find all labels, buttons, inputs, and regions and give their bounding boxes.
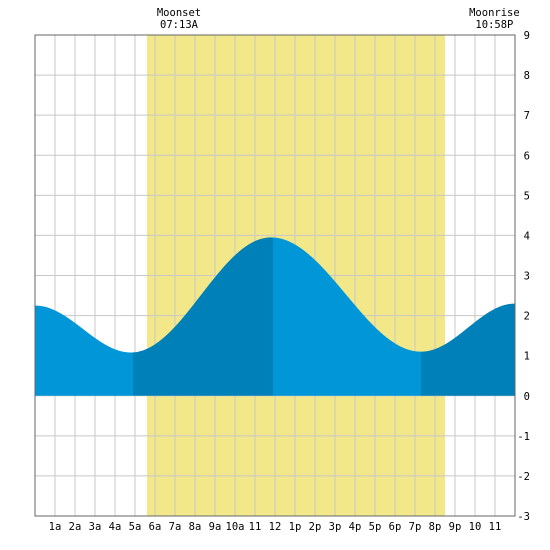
tide-area-rising: [421, 303, 515, 396]
x-tick-label: 5a: [129, 521, 142, 533]
x-tick-label: 2p: [309, 521, 322, 533]
x-tick-label: 8a: [189, 521, 202, 533]
y-tick-label: -2: [517, 471, 530, 483]
x-tick-label: 11: [489, 521, 502, 533]
y-tick-label: 9: [524, 30, 530, 42]
y-tick-label: -1: [517, 431, 530, 443]
y-tick-label: 2: [524, 311, 530, 323]
x-tick-label: 1a: [49, 521, 62, 533]
y-tick-label: 5: [524, 190, 530, 202]
moon-event-title: Moonrise: [469, 7, 520, 19]
x-tick-label: 1p: [289, 521, 302, 533]
y-tick-label: 4: [524, 230, 530, 242]
y-tick-label: -3: [517, 511, 530, 523]
x-tick-label: 6a: [149, 521, 162, 533]
moon-event-title: Moonset: [157, 7, 201, 19]
x-tick-label: 9a: [209, 521, 222, 533]
y-tick-label: 0: [524, 391, 530, 403]
tide-area-falling: [273, 237, 421, 396]
x-tick-label: 6p: [389, 521, 402, 533]
x-tick-label: 3a: [89, 521, 102, 533]
plot-frame: [34, 34, 516, 517]
y-tick-label: 7: [524, 110, 530, 122]
y-tick-label: 3: [524, 271, 530, 283]
moon-event-time: 10:58P: [475, 19, 513, 31]
x-tick-label: 11: [249, 521, 262, 533]
x-tick-label: 2a: [69, 521, 82, 533]
x-tick-label: 4p: [349, 521, 362, 533]
x-tick-label: 5p: [369, 521, 382, 533]
tide-area-falling: [35, 305, 133, 396]
x-tick-label: 10a: [226, 521, 245, 533]
y-tick-label: 6: [524, 150, 530, 162]
tide-area-rising: [133, 237, 273, 396]
x-tick-label: 4a: [109, 521, 122, 533]
x-tick-label: 7a: [169, 521, 182, 533]
x-tick-label: 9p: [449, 521, 462, 533]
y-tick-label: 8: [524, 70, 530, 82]
x-tick-label: 7p: [409, 521, 422, 533]
y-tick-label: 1: [524, 351, 530, 363]
x-tick-label: 10: [469, 521, 482, 533]
x-tick-label: 8p: [429, 521, 442, 533]
x-tick-label: 12: [269, 521, 282, 533]
x-tick-label: 3p: [329, 521, 342, 533]
moon-event-time: 07:13A: [160, 19, 199, 31]
